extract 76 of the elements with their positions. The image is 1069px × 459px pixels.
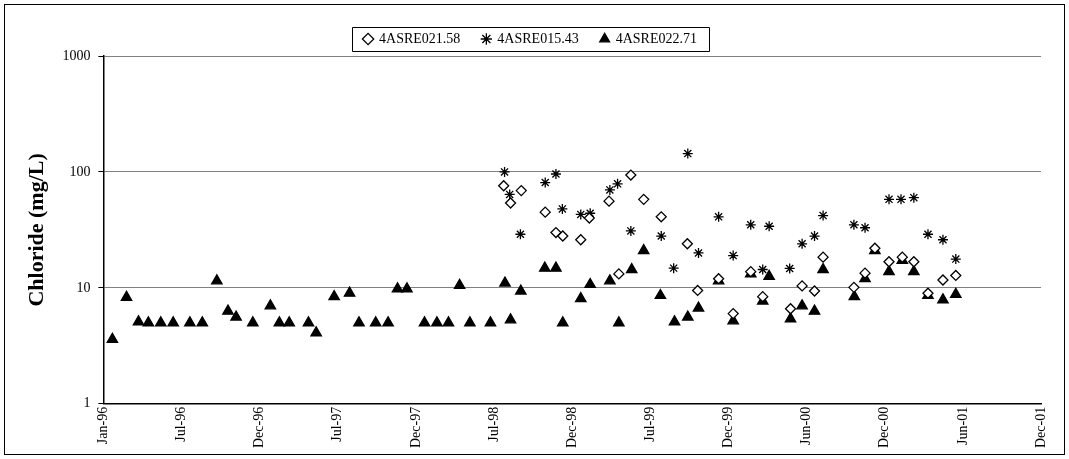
point: [514, 228, 527, 240]
point: [556, 203, 568, 215]
point: [712, 211, 725, 223]
point: [611, 178, 624, 190]
legend-label: 4ASRE015.43: [497, 30, 579, 46]
point: [817, 251, 829, 263]
point: [655, 211, 667, 223]
x-tick-label: Dec-00: [876, 406, 892, 448]
point: [668, 262, 680, 274]
point: [908, 256, 920, 268]
point: [796, 238, 808, 250]
point: [692, 247, 705, 259]
y-axis-title: Chloride (mg/L): [22, 153, 48, 307]
point: [613, 268, 625, 280]
x-tick-label: Jul-98: [485, 406, 501, 442]
x-tick-label: Dec-01: [1032, 406, 1048, 448]
legend-label: 4ASRE022.71: [615, 30, 697, 46]
point: [557, 230, 569, 242]
point: [784, 303, 797, 315]
y-tick-label: 1: [83, 395, 91, 411]
x-tick-label: Dec-97: [407, 406, 423, 448]
point: [504, 197, 517, 209]
point: [883, 256, 895, 268]
x-tick-label: Jul-96: [173, 406, 189, 442]
point: [603, 195, 615, 207]
point: [515, 184, 527, 197]
x-tick-label: Jul-99: [642, 406, 658, 442]
point: [604, 184, 616, 196]
point: [727, 249, 739, 262]
point: [922, 228, 934, 240]
point: [757, 263, 769, 276]
point: [691, 284, 704, 297]
point: [808, 230, 821, 242]
point: [895, 193, 907, 206]
point: [638, 193, 650, 206]
point: [655, 230, 667, 242]
x-tick-label: Jun-01: [954, 406, 970, 445]
point: [950, 269, 962, 282]
point: [682, 147, 694, 160]
x-tick-label: Dec-99: [720, 406, 736, 448]
point: [808, 285, 821, 297]
point: [550, 226, 562, 239]
point: [848, 281, 860, 294]
point: [625, 225, 637, 237]
point: [848, 219, 860, 231]
point: [817, 209, 829, 222]
point: [539, 206, 551, 218]
y-tick-label: 1000: [62, 47, 91, 63]
point: [937, 234, 949, 246]
point: [583, 212, 595, 224]
point: [859, 222, 871, 234]
point: [937, 274, 949, 286]
point: [498, 166, 511, 178]
point: [539, 176, 551, 189]
point: [883, 193, 895, 206]
point: [763, 220, 775, 232]
point: [859, 267, 871, 279]
point: [498, 180, 510, 192]
x-tick-label: Dec-98: [563, 406, 579, 448]
x-tick-label: Jan-96: [95, 406, 111, 445]
point: [950, 253, 962, 265]
y-tick-label: 10: [76, 279, 91, 295]
legend-label: 4ASRE021.58: [379, 30, 461, 46]
point: [575, 208, 587, 221]
point: [796, 280, 808, 292]
y-tick-label: 100: [69, 163, 91, 179]
point: [681, 238, 694, 250]
point: [745, 219, 757, 231]
point: [550, 168, 562, 180]
x-tick-label: Dec-96: [251, 406, 267, 448]
x-tick-label: Jun-00: [798, 406, 814, 445]
point: [784, 262, 796, 275]
point: [575, 234, 587, 246]
point: [625, 169, 637, 181]
point: [908, 192, 920, 204]
x-tick-label: Jul-97: [329, 406, 345, 442]
